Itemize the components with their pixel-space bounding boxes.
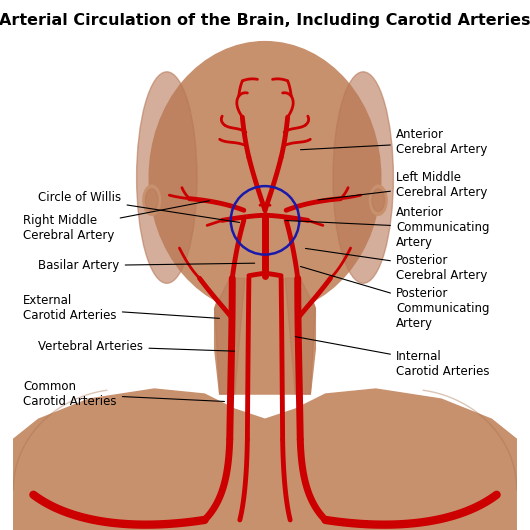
Text: Anterior
Communicating
Artery: Anterior Communicating Artery	[285, 206, 489, 250]
Text: Circle of Willis: Circle of Willis	[39, 191, 240, 223]
Text: Posterior
Cerebral Artery: Posterior Cerebral Artery	[305, 249, 487, 282]
Text: Internal
Carotid Arteries: Internal Carotid Arteries	[295, 337, 489, 378]
Ellipse shape	[145, 189, 158, 211]
Ellipse shape	[143, 185, 161, 215]
Ellipse shape	[369, 185, 387, 215]
Polygon shape	[215, 278, 245, 394]
Text: Posterior
Communicating
Artery: Posterior Communicating Artery	[301, 267, 489, 330]
Text: Common
Carotid Arteries: Common Carotid Arteries	[23, 380, 225, 408]
Ellipse shape	[333, 72, 393, 284]
Text: Anterior
Cerebral Artery: Anterior Cerebral Artery	[301, 128, 487, 156]
Text: External
Carotid Arteries: External Carotid Arteries	[23, 295, 219, 322]
Polygon shape	[13, 389, 517, 530]
Ellipse shape	[149, 42, 381, 314]
Text: Vertebral Arteries: Vertebral Arteries	[39, 340, 235, 353]
Ellipse shape	[137, 72, 197, 284]
Ellipse shape	[372, 189, 385, 211]
Text: Arterial Circulation of the Brain, Including Carotid Arteries: Arterial Circulation of the Brain, Inclu…	[0, 13, 530, 28]
Text: Basilar Artery: Basilar Artery	[39, 259, 255, 272]
Text: Left Middle
Cerebral Artery: Left Middle Cerebral Artery	[318, 171, 487, 200]
Polygon shape	[215, 278, 315, 394]
Text: Right Middle
Cerebral Artery: Right Middle Cerebral Artery	[23, 201, 209, 242]
Polygon shape	[285, 278, 315, 394]
